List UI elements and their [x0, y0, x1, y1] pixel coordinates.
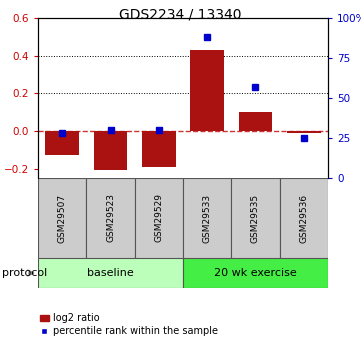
Text: GSM29507: GSM29507 — [58, 194, 67, 243]
Bar — [38, 178, 86, 258]
Bar — [239, 112, 273, 131]
Bar — [93, 131, 127, 170]
Bar — [183, 178, 231, 258]
Text: GSM29536: GSM29536 — [299, 194, 308, 243]
Text: GSM29535: GSM29535 — [251, 194, 260, 243]
Text: baseline: baseline — [87, 268, 134, 278]
Text: GSM29529: GSM29529 — [155, 194, 163, 243]
Bar — [280, 178, 328, 258]
Text: GSM29533: GSM29533 — [203, 194, 212, 243]
Text: GSM29523: GSM29523 — [106, 194, 115, 243]
Bar — [135, 178, 183, 258]
Legend: log2 ratio, percentile rank within the sample: log2 ratio, percentile rank within the s… — [36, 309, 222, 340]
Text: 20 wk exercise: 20 wk exercise — [214, 268, 297, 278]
Bar — [231, 178, 280, 258]
Bar — [287, 131, 321, 133]
Bar — [190, 50, 224, 131]
Text: GDS2234 / 13340: GDS2234 / 13340 — [119, 8, 242, 22]
Bar — [38, 258, 183, 288]
Bar — [86, 178, 135, 258]
Text: protocol: protocol — [2, 268, 47, 278]
Bar — [142, 131, 176, 167]
Bar — [183, 258, 328, 288]
Bar — [45, 131, 79, 155]
